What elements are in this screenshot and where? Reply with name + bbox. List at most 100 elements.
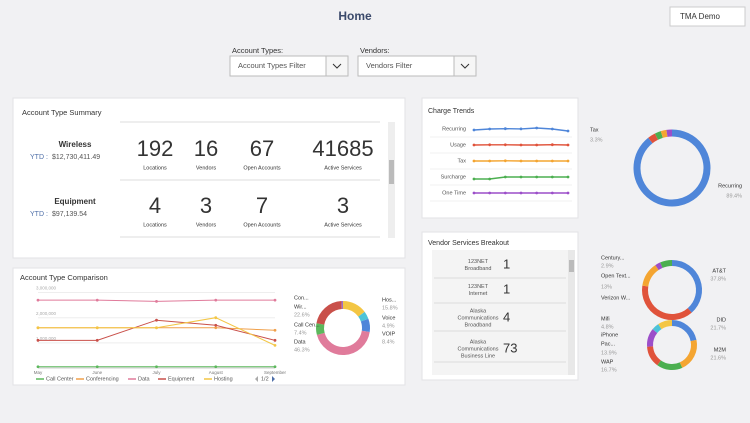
point <box>503 175 507 179</box>
vendor-name: Communications <box>458 346 499 352</box>
filter-button[interactable] <box>453 55 477 77</box>
donut-segment <box>655 262 663 271</box>
scroll-thumb[interactable] <box>389 160 394 184</box>
point <box>273 343 277 347</box>
point <box>273 328 277 332</box>
vendor-name: Business Line <box>461 353 495 359</box>
point <box>519 127 523 131</box>
donut-value-label: 4.8% <box>601 324 614 330</box>
point <box>155 318 158 322</box>
stat-label: Active Services <box>324 222 362 228</box>
panel-title: Vendor Services Breakout <box>428 240 509 247</box>
panel-title: Account Type Comparison <box>20 273 108 282</box>
chevron[interactable] <box>460 63 470 69</box>
point <box>155 365 158 369</box>
point <box>503 127 507 131</box>
point <box>550 175 554 179</box>
point <box>519 143 523 147</box>
donut-label: Pac... <box>601 341 616 347</box>
point <box>36 298 40 302</box>
vendor-count: 1 <box>503 281 510 296</box>
point <box>214 298 218 302</box>
stat-label: Active Services <box>324 165 362 171</box>
point <box>488 159 492 163</box>
point <box>550 191 554 195</box>
legend-next[interactable] <box>272 376 275 382</box>
vendor-name: Broadband <box>465 322 492 328</box>
donut-segment <box>647 329 658 347</box>
stat-value: 3 <box>200 193 212 218</box>
point <box>488 191 492 195</box>
donut-label: Con... <box>294 295 309 301</box>
donut-segment <box>660 129 668 138</box>
donut-value-label: 46.3% <box>294 347 310 353</box>
panel-title: Charge Trends <box>428 108 475 115</box>
y-tick-label: 3,000,000 <box>36 286 57 291</box>
vendor-count: 73 <box>503 340 517 355</box>
stat-value: 4 <box>149 193 161 218</box>
x-tick-label: May <box>34 370 43 375</box>
donut-segment <box>316 301 343 325</box>
donut-label: AT&T <box>712 268 726 274</box>
donut-value-label: 16.7% <box>601 367 617 373</box>
user-box[interactable] <box>669 6 746 27</box>
legend-entry: Conferencing <box>86 376 119 382</box>
point <box>214 316 218 320</box>
point <box>472 159 476 163</box>
donut-segment <box>642 265 659 287</box>
donut-label: Century... <box>601 255 625 261</box>
donut-segment <box>360 318 370 332</box>
point <box>550 127 554 131</box>
point <box>273 298 277 302</box>
donut-value-label: 37.8% <box>710 276 726 282</box>
point <box>503 191 507 195</box>
point <box>472 177 476 181</box>
point <box>472 128 476 132</box>
donut-segment <box>642 285 692 320</box>
point <box>214 365 218 369</box>
donut-label: M2M <box>714 347 727 353</box>
point <box>36 326 40 330</box>
donut-segment <box>342 301 365 317</box>
y-tick-label: 2,000,000 <box>36 311 57 316</box>
summary-panel <box>12 97 406 259</box>
scroll-thumb[interactable] <box>569 260 574 272</box>
vendor-name: Alaska <box>470 308 487 314</box>
vendor-count: 4 <box>503 309 510 324</box>
legend-prev[interactable] <box>255 376 258 382</box>
stat-label: Open Accounts <box>243 165 281 171</box>
point <box>95 326 99 330</box>
filter-button[interactable] <box>325 55 349 77</box>
y-tick-label: 1,000,000 <box>36 336 57 341</box>
chevron[interactable] <box>332 63 342 69</box>
point <box>472 191 476 195</box>
donut-segment <box>658 320 673 330</box>
vendor-name: Broadband <box>465 266 492 272</box>
point <box>214 323 218 327</box>
donut-label: Tax <box>590 127 599 133</box>
x-tick-label: July <box>152 370 161 375</box>
stat-label: Vendors <box>196 222 216 228</box>
point <box>535 159 539 163</box>
point <box>472 143 476 147</box>
donut-label: iPhone <box>601 332 618 338</box>
donut-label: Data <box>294 339 307 345</box>
legend-entry: Call Center <box>46 376 74 382</box>
point <box>535 191 539 195</box>
donut-label: Call Cen... <box>294 322 320 328</box>
row-label: Usage <box>450 142 466 148</box>
point <box>214 326 218 330</box>
donut-label: Open Text... <box>601 273 631 279</box>
point <box>550 159 554 163</box>
row-label: Tax <box>457 158 466 164</box>
donut-value-label: 4.9% <box>382 323 395 329</box>
user-name[interactable]: TMA Demo <box>680 12 721 21</box>
donut-segment <box>358 311 369 322</box>
donut-value-label: 21.7% <box>710 325 726 331</box>
scrollbar[interactable] <box>568 250 575 375</box>
account-type-name: Equipment <box>54 197 96 206</box>
point <box>535 126 539 130</box>
vendor-name: Alaska <box>470 339 487 345</box>
donut-segment <box>679 339 697 368</box>
donut-segment <box>316 323 325 335</box>
